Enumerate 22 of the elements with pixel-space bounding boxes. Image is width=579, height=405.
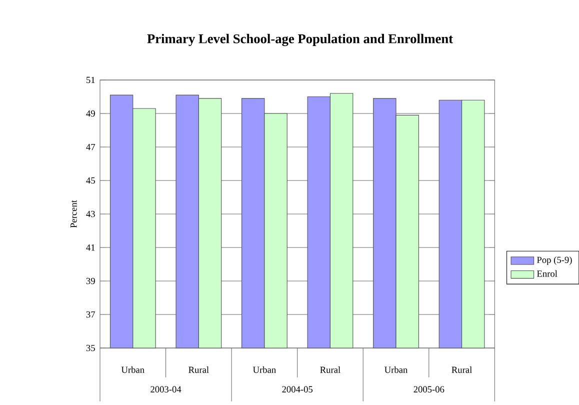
y-axis-title: Percent	[70, 200, 77, 228]
text: 2004-05	[282, 386, 313, 392]
text: 2003-04	[150, 386, 182, 392]
y-tick-label: 45	[86, 177, 95, 184]
y-tick-label: 35	[86, 344, 95, 352]
y-tick-label: 49	[86, 110, 95, 117]
x-tick-label: Urban	[384, 366, 408, 373]
y-tick-label: 39	[86, 278, 95, 284]
x-tick-label: Urban	[121, 366, 144, 373]
x-tick-label: Rural	[320, 366, 340, 373]
x-tick-label: Urban	[252, 366, 276, 373]
y-tick-label: 43	[86, 210, 95, 218]
y-tick-label: 37	[86, 311, 96, 318]
chart-title: Primary Level School-age Population and Enrollment	[147, 34, 453, 46]
y-tick-label: 51	[86, 76, 95, 84]
y-tick-label: 47	[86, 144, 96, 150]
legend-label: Enrol	[537, 270, 558, 277]
x-tick-label: Rural	[188, 366, 209, 373]
text: 2005-06	[414, 386, 444, 392]
legend-label: Pop (5-9)	[537, 256, 572, 265]
y-tick-label: 41	[86, 244, 95, 251]
x-tick-label: Rural	[452, 366, 472, 373]
